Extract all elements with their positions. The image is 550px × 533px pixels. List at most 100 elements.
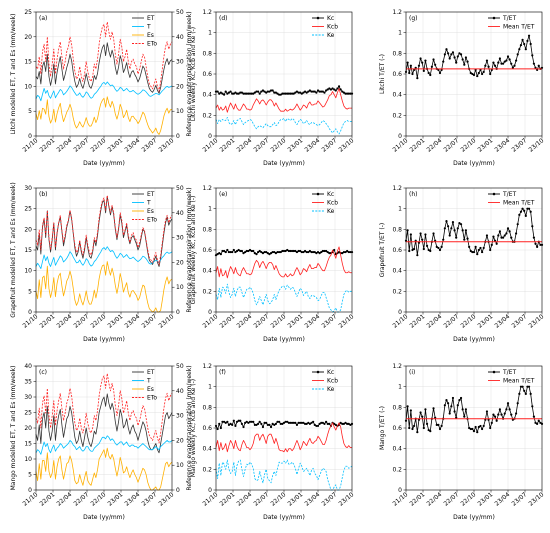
panel-c: 05101520253035400102030405021/10 22/01 22/… (10, 363, 193, 521)
point-tet-h-68 (515, 232, 517, 234)
y-tick-label-b-6: 30 (24, 185, 32, 192)
point-tet-i-7 (416, 431, 418, 433)
x-axis-label-d: Date (yy/mm) (263, 160, 305, 167)
x-tick-label-b-0: 21/10 (22, 313, 40, 330)
y-tick-label-h-3: 0.6 (392, 247, 402, 254)
point-tet-g-15 (429, 74, 431, 76)
y-tick-label-d-6: 1.2 (202, 9, 212, 16)
point-tet-h-63 (507, 227, 509, 229)
point-kc-f-2 (218, 423, 220, 425)
point-tet-i-43 (475, 426, 477, 428)
panel-label-d: (d) (219, 15, 228, 22)
x-tick-label-e-0: 21/10 (202, 313, 220, 330)
legend-label-es-a: Es (147, 32, 154, 39)
point-tet-i-27 (449, 412, 451, 414)
point-kc-f-70 (328, 423, 330, 425)
point-kc-f-10 (231, 424, 233, 426)
x-axis-label-a: Date (yy/mm) (83, 160, 125, 167)
point-tet-h-57 (497, 234, 499, 236)
panel-label-g: (g) (409, 15, 418, 22)
y-tick-label-c-3: 15 (24, 441, 32, 448)
x-tick-label-h-1: 22/01 (409, 313, 427, 330)
y-tick-label-b-1: 5 (28, 288, 32, 295)
y-tick-label-d-3: 0.6 (202, 71, 212, 78)
point-kc-d-6 (225, 90, 227, 92)
y-tick-label-h-5: 1 (398, 206, 402, 213)
y-tick-label-g-1: 0.2 (392, 112, 402, 119)
point-tet-i-64 (509, 408, 511, 410)
point-tet-g-73 (523, 43, 525, 45)
point-tet-i-58 (499, 408, 501, 410)
point-tet-i-21 (439, 428, 441, 430)
panel-i: 00.20.40.60.811.221/10 22/01 22/04 22/07 22/… (379, 363, 545, 521)
point-kc-f-3 (220, 427, 222, 429)
point-tet-i-36 (463, 416, 465, 418)
point-tet-g-47 (481, 73, 483, 75)
x-tick-label-f-4: 22/10 (270, 491, 288, 508)
point-kc-e-23 (252, 250, 254, 252)
x-tick-label-h-3: 22/07 (443, 313, 461, 330)
y-tick-label-d-1: 0.2 (202, 112, 212, 119)
point-tet-h-37 (465, 229, 467, 231)
legend-label-kcb-f: Kcb (327, 378, 338, 385)
x-tick-label-i-6: 23/04 (494, 491, 512, 508)
point-tet-g-74 (525, 48, 527, 50)
point-kc-f-12 (234, 425, 236, 427)
x-tick-label-g-3: 22/07 (443, 137, 461, 154)
point-tet-g-16 (431, 66, 433, 68)
point-kc-d-75 (336, 87, 338, 89)
point-kc-f-1 (217, 428, 219, 430)
y-right-tick-label-c-2: 20 (176, 437, 184, 444)
x-tick-label-g-2: 22/04 (426, 137, 444, 154)
point-tet-g-7 (416, 77, 418, 79)
point-kc-d-35 (272, 89, 274, 91)
point-tet-h-24 (444, 227, 446, 229)
point-kc-f-68 (325, 421, 327, 423)
point-tet-h-28 (450, 227, 452, 229)
grid-h (406, 188, 542, 312)
y-right-tick-label-a-2: 20 (176, 83, 184, 90)
x-tick-label-e-1: 22/01 (219, 313, 237, 330)
x-tick-label-d-3: 22/07 (253, 137, 271, 154)
point-tet-h-32 (457, 227, 459, 229)
point-tet-h-81 (536, 246, 538, 248)
x-tick-label-b-1: 22/01 (39, 313, 57, 330)
point-tet-g-35 (462, 58, 464, 60)
legend-marker-tet-g (493, 17, 496, 20)
y-tick-label-d-4: 0.8 (202, 50, 212, 57)
x-tick-label-f-6: 23/04 (304, 491, 322, 508)
point-tet-g-65 (510, 63, 512, 65)
point-tet-h-71 (520, 211, 522, 213)
point-tet-h-62 (505, 232, 507, 234)
point-tet-g-9 (419, 57, 421, 59)
x-tick-label-d-5: 23/01 (287, 137, 305, 154)
x-tick-label-c-3: 22/07 (73, 491, 91, 508)
y-axis-label-g: Litchi T/ET (-) (379, 54, 386, 94)
point-kc-f-7 (226, 421, 228, 423)
point-tet-i-47 (481, 428, 483, 430)
point-tet-i-4 (411, 428, 413, 430)
x-tick-label-c-1: 22/01 (39, 491, 57, 508)
point-tet-g-26 (447, 52, 449, 54)
x-tick-label-f-7: 23/07 (321, 491, 339, 508)
point-tet-g-62 (505, 59, 507, 61)
point-tet-g-29 (452, 51, 454, 53)
point-tet-g-75 (526, 40, 528, 42)
point-kc-f-15 (239, 420, 241, 422)
y-right-tick-label-b-1: 10 (176, 284, 184, 291)
legend-label-es-b: Es (147, 208, 154, 215)
x-tick-label-i-5: 23/01 (477, 491, 495, 508)
point-tet-i-11 (423, 427, 425, 429)
point-kc-d-1 (217, 90, 219, 92)
point-tet-h-31 (455, 237, 457, 239)
point-kc-f-63 (317, 425, 319, 427)
x-tick-label-b-4: 22/10 (90, 313, 108, 330)
y-axis-label-d: Litchi weekly Kc, Kcb and Ke (-) (190, 27, 197, 121)
legend-a: ETTEsETo (132, 15, 157, 48)
x-axis-label-f: Date (yy/mm) (263, 514, 305, 521)
x-tick-label-a-7: 23/07 (141, 137, 159, 154)
point-kc-f-33 (268, 424, 270, 426)
panel-label-i: (i) (409, 369, 415, 376)
x-tick-label-e-3: 22/07 (253, 313, 271, 330)
y-tick-label-f-6: 1.2 (202, 363, 212, 370)
